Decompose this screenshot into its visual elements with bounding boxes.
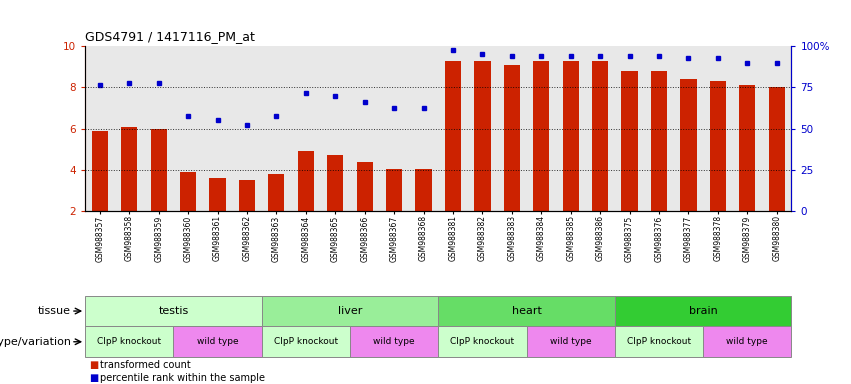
- Bar: [563, 61, 579, 211]
- Bar: [151, 129, 167, 211]
- Bar: [262, 326, 350, 357]
- Text: brain: brain: [688, 306, 717, 316]
- Bar: [614, 326, 703, 357]
- Bar: [209, 178, 226, 211]
- Bar: [614, 296, 791, 326]
- Bar: [651, 71, 667, 211]
- Text: liver: liver: [338, 306, 363, 316]
- Text: transformed count: transformed count: [100, 360, 191, 370]
- Text: tissue: tissue: [38, 306, 71, 316]
- Text: ■: ■: [89, 373, 99, 383]
- Bar: [262, 296, 438, 326]
- Bar: [592, 61, 608, 211]
- Bar: [740, 85, 756, 211]
- Bar: [268, 174, 284, 211]
- Bar: [92, 131, 108, 211]
- Bar: [350, 326, 438, 357]
- Bar: [415, 169, 431, 211]
- Text: heart: heart: [511, 306, 541, 316]
- Bar: [327, 156, 343, 211]
- Bar: [438, 296, 614, 326]
- Bar: [438, 326, 527, 357]
- Bar: [357, 162, 373, 211]
- Text: wild type: wild type: [374, 337, 415, 346]
- Text: wild type: wild type: [727, 337, 768, 346]
- Bar: [174, 326, 262, 357]
- Bar: [768, 88, 785, 211]
- Text: ClpP knockout: ClpP knockout: [450, 337, 515, 346]
- Bar: [621, 71, 637, 211]
- Bar: [680, 79, 696, 211]
- Bar: [85, 296, 262, 326]
- Bar: [386, 169, 403, 211]
- Text: ClpP knockout: ClpP knockout: [627, 337, 691, 346]
- Bar: [298, 151, 314, 211]
- Text: genotype/variation: genotype/variation: [0, 337, 71, 347]
- Bar: [121, 127, 137, 211]
- Bar: [445, 61, 461, 211]
- Bar: [504, 65, 520, 211]
- Text: ■: ■: [89, 360, 99, 370]
- Text: ClpP knockout: ClpP knockout: [274, 337, 338, 346]
- Text: wild type: wild type: [197, 337, 238, 346]
- Bar: [239, 180, 255, 211]
- Bar: [527, 326, 614, 357]
- Text: wild type: wild type: [550, 337, 591, 346]
- Bar: [534, 61, 550, 211]
- Text: testis: testis: [158, 306, 189, 316]
- Text: ClpP knockout: ClpP knockout: [97, 337, 162, 346]
- Bar: [474, 61, 490, 211]
- Bar: [180, 172, 197, 211]
- Text: GDS4791 / 1417116_PM_at: GDS4791 / 1417116_PM_at: [85, 30, 255, 43]
- Bar: [710, 81, 726, 211]
- Bar: [85, 326, 174, 357]
- Bar: [703, 326, 791, 357]
- Text: percentile rank within the sample: percentile rank within the sample: [100, 373, 266, 383]
